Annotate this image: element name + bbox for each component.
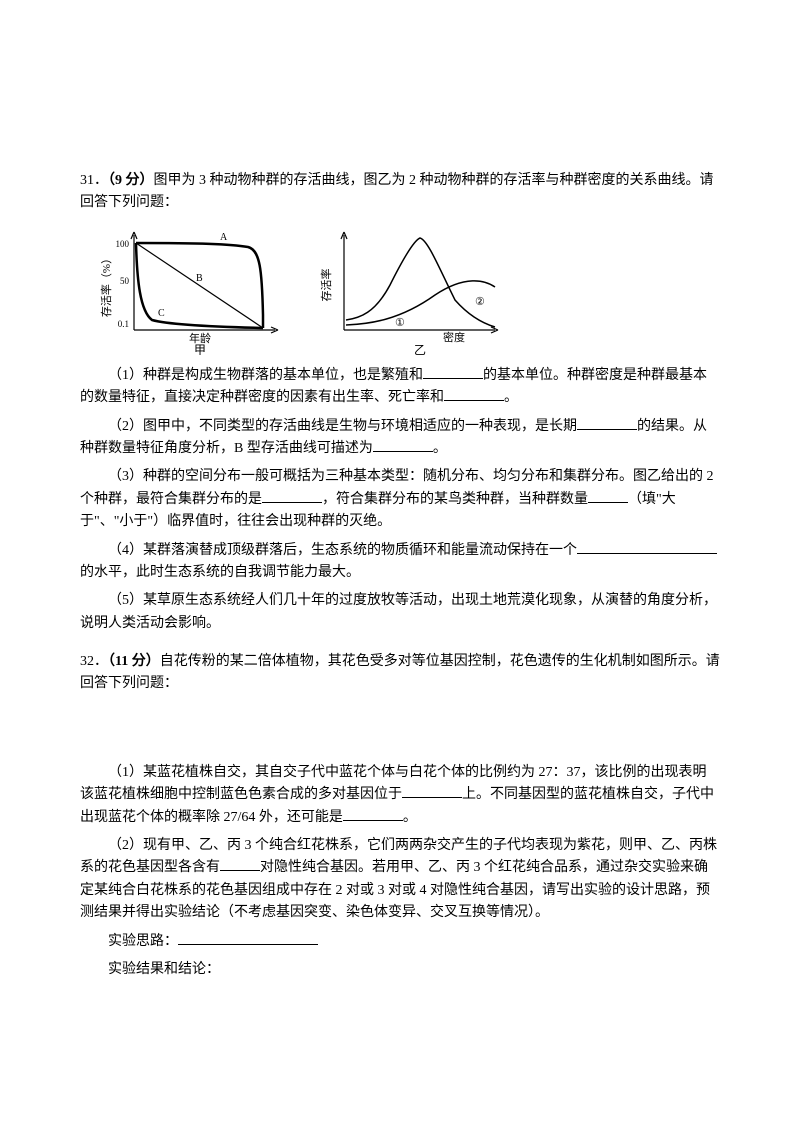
blank — [402, 784, 462, 798]
q31-p5: （5）某草原生态系统经人们几十年的过度放牧等活动，出现土地荒漠化现象，从演替的角… — [80, 590, 720, 635]
blank — [220, 857, 260, 871]
q31-num: 31． — [80, 173, 108, 188]
q32-p1: （1）某蓝花植株自交，其自交子代中蓝花个体与白花个体的比例约为 27：37，该比… — [80, 762, 720, 829]
svg-text:存活率: 存活率 — [320, 268, 333, 301]
q32-text: 自花传粉的某二倍体植物，其花色受多对等位基因控制，花色遗传的生化机制如图所示。请… — [80, 654, 720, 691]
question-31: 31．（9 分）图甲为 3 种动物种群的存活曲线，图乙为 2 种动物种群的存活率… — [80, 170, 720, 635]
q32-res: 实验结果和结论： — [80, 959, 720, 981]
q32-exp: 实验思路： — [80, 931, 720, 953]
q31-p1: （1）种群是构成生物群落的基本单位，也是繁殖和的基本单位。种群密度是种群最基本的… — [80, 365, 720, 410]
svg-text:存活率（%）: 存活率（%） — [100, 253, 113, 317]
svg-text:①: ① — [395, 317, 405, 329]
q31-p4: （4）某群落演替成顶级群落后，生态系统的物质循环和能量流动保持在一个的水平，此时… — [80, 540, 720, 585]
figures-row: 100 50 0.1 A B C 存活率（%） 年龄 甲 — [100, 225, 720, 355]
blank — [373, 438, 433, 452]
blank — [577, 540, 717, 554]
chart-yi: ① ② 存活率 密度 乙 — [320, 225, 510, 355]
svg-text:B: B — [196, 273, 203, 284]
q31-points: （9 分） — [108, 173, 154, 188]
svg-text:A: A — [220, 232, 228, 243]
svg-text:0.1: 0.1 — [118, 319, 129, 329]
q32-p2: （2）现有甲、乙、丙 3 个纯合红花株系，它们两两杂交产生的子代均表现为紫花，则… — [80, 835, 720, 925]
blank — [577, 416, 637, 430]
blank — [588, 489, 628, 503]
q31-p3: （3）种群的空间分布一般可概括为三种基本类型：随机分布、均匀分布和集群分布。图乙… — [80, 466, 720, 533]
figure-placeholder — [80, 702, 720, 762]
svg-text:50: 50 — [120, 276, 130, 286]
svg-text:乙: 乙 — [414, 343, 426, 355]
chart-jia: 100 50 0.1 A B C 存活率（%） 年龄 甲 — [100, 225, 290, 355]
svg-text:C: C — [158, 308, 165, 319]
q32-num: 32． — [80, 654, 108, 669]
q31-p2: （2）图甲中，不同类型的存活曲线是生物与环境相适应的一种表现，是长期的结果。从种… — [80, 416, 720, 461]
q31-text: 图甲为 3 种动物种群的存活曲线，图乙为 2 种动物种群的存活率与种群密度的关系… — [80, 173, 714, 210]
svg-text:②: ② — [475, 296, 485, 308]
svg-text:100: 100 — [116, 239, 130, 249]
q32-title: 32．（11 分）自花传粉的某二倍体植物，其花色受多对等位基因控制，花色遗传的生… — [80, 651, 720, 696]
svg-text:密度: 密度 — [443, 330, 465, 344]
blank — [444, 387, 504, 401]
svg-text:甲: 甲 — [194, 343, 206, 355]
question-32: 32．（11 分）自花传粉的某二倍体植物，其花色受多对等位基因控制，花色遗传的生… — [80, 651, 720, 981]
blank — [423, 365, 483, 379]
q32-points: （11 分） — [108, 654, 160, 669]
blank — [178, 931, 318, 945]
q31-title: 31．（9 分）图甲为 3 种动物种群的存活曲线，图乙为 2 种动物种群的存活率… — [80, 170, 720, 215]
blank — [262, 489, 322, 503]
blank — [343, 807, 403, 821]
